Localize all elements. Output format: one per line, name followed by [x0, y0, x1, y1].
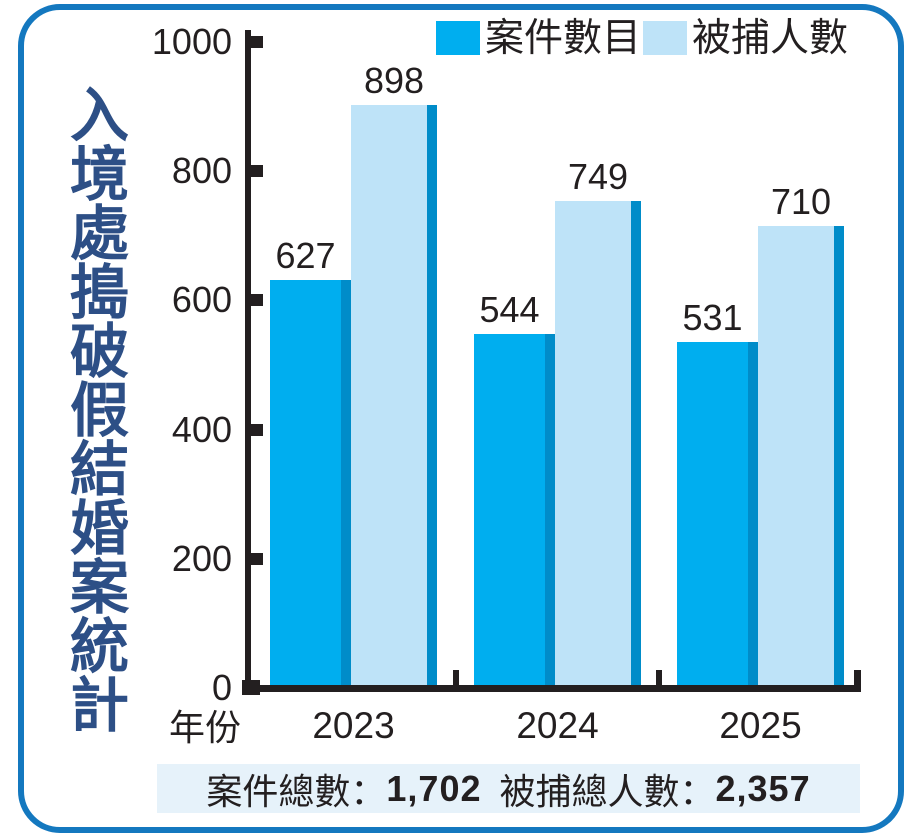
summary-arrests-value: 2,357	[715, 767, 811, 809]
legend: 案件數目 被捕人數	[436, 19, 848, 58]
x-tick	[452, 670, 459, 685]
bar-cases-shadow-2023	[341, 279, 351, 685]
x-category-label-2024: 2024	[516, 705, 599, 746]
chart-title-vertical: 入境處搗破假結婚案統計	[61, 84, 127, 733]
y-tick	[251, 423, 263, 436]
bar-arrests-shadow-2025	[834, 226, 844, 685]
y-tick	[251, 294, 263, 307]
bar-value-label-cases-2023: 627	[275, 234, 336, 276]
bar-cases-2023	[270, 279, 341, 685]
x-category-label-2025: 2025	[719, 705, 802, 746]
summary-arrests-label: 被捕總人數：	[499, 770, 716, 812]
summary-bar: 案件總數： 1,702 被捕總人數： 2,357	[157, 764, 860, 813]
bar-value-label-arrests-2025: 710	[770, 181, 832, 223]
bar-cases-shadow-2024	[545, 333, 555, 685]
y-tick	[251, 552, 263, 565]
origin-block	[242, 680, 260, 695]
x-tick	[656, 670, 662, 685]
y-tick-label: 800	[171, 150, 232, 192]
y-tick-label: 400	[171, 408, 232, 450]
legend-label-arrests: 被捕人數	[692, 16, 849, 60]
bar-arrests-shadow-2024	[631, 201, 641, 685]
x-axis-title: 年份	[168, 707, 241, 748]
bar-value-label-cases-2024: 544	[479, 288, 540, 330]
legend-swatch-arrests-icon	[643, 21, 688, 55]
y-tick-label: 1000	[151, 21, 232, 62]
legend-swatch-cases-icon	[436, 21, 480, 55]
legend-item-cases: 案件數目	[436, 19, 641, 58]
summary-cases-label: 案件總數：	[206, 770, 387, 812]
y-tick	[251, 36, 263, 48]
x-tick-end	[854, 670, 861, 685]
bar-cases-2024	[474, 333, 545, 685]
bar-value-label-arrests-2024: 749	[567, 156, 629, 198]
bar-arrests-2024	[555, 201, 631, 685]
x-axis-line	[245, 685, 861, 692]
bar-value-label-cases-2025: 531	[682, 296, 743, 338]
y-tick	[251, 165, 263, 178]
bar-arrests-2025	[758, 226, 834, 685]
x-category-label-2023: 2023	[312, 705, 395, 746]
bar-arrests-shadow-2023	[427, 104, 437, 685]
summary-cases-value: 1,702	[386, 767, 482, 809]
legend-label-cases: 案件數目	[485, 16, 642, 60]
y-tick-label: 0	[211, 667, 232, 708]
bar-arrests-2023	[351, 104, 427, 685]
y-axis-line	[245, 30, 251, 692]
bar-value-label-arrests-2023: 898	[363, 59, 425, 101]
rounded-frame	[18, 4, 904, 833]
legend-item-arrests: 被捕人數	[643, 19, 848, 58]
bar-cases-2025	[677, 341, 748, 685]
bar-cases-shadow-2025	[748, 341, 758, 685]
y-tick-label: 600	[171, 279, 232, 321]
y-tick-label: 200	[171, 537, 232, 579]
